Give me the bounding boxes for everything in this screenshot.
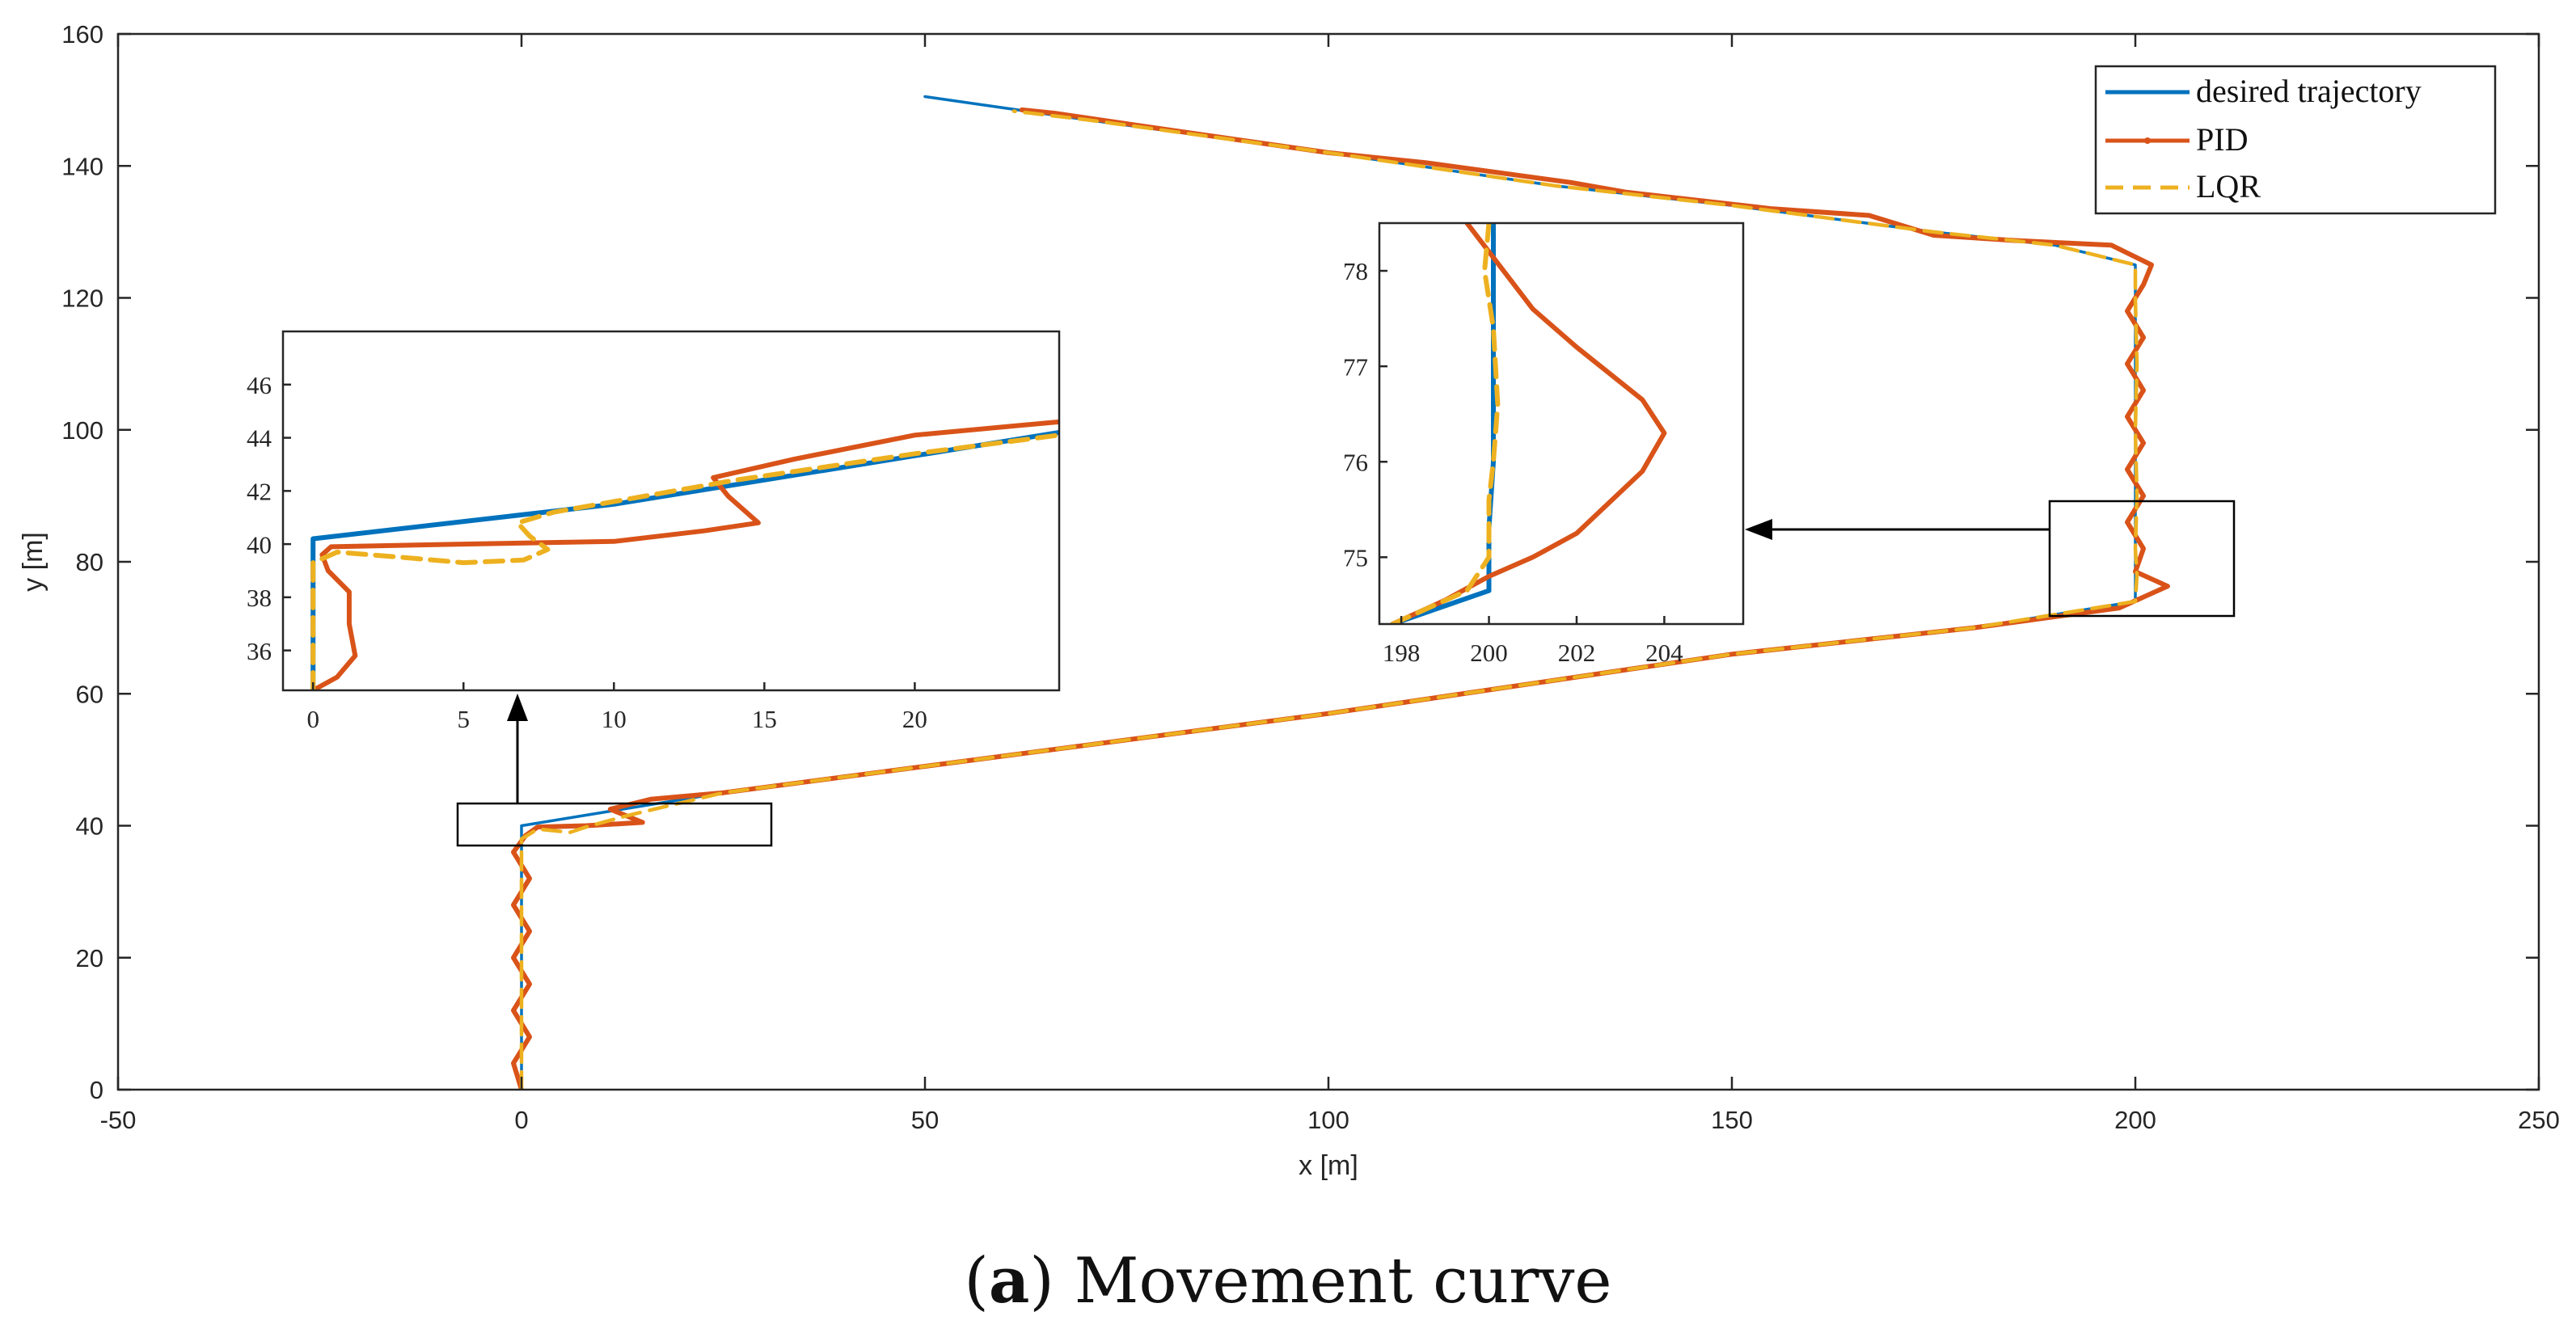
y-axis-label: y [m]	[18, 532, 49, 592]
inset-left-ytick-label: 36	[247, 637, 272, 665]
inset-left-series-desired	[310, 430, 1059, 690]
main-ytick-label: 120	[61, 285, 103, 313]
caption-title: Movement curve	[1074, 1245, 1612, 1318]
inset-left-series-pid	[310, 419, 1059, 690]
inset-right-series-pid	[1390, 223, 1667, 624]
main-xtick-label: 0	[514, 1106, 528, 1134]
inset-right-ytick-label: 78	[1343, 257, 1368, 285]
main-plot-lines	[511, 95, 2170, 1090]
inset-right-ytick-label: 77	[1343, 352, 1368, 381]
main-ytick-label: 80	[76, 548, 103, 576]
inset-left-series-lqr	[310, 432, 1059, 690]
inset-right-xtick-label: 200	[1470, 639, 1508, 667]
inset-right-ytick-label: 76	[1343, 448, 1368, 476]
inset-left-xtick-label: 10	[602, 705, 627, 733]
inset-right-xtick-label: 202	[1558, 639, 1596, 667]
inset-left-ytick-label: 44	[247, 424, 272, 453]
inset-left-ytick-label: 46	[247, 371, 272, 399]
inset-right-box	[1378, 221, 1745, 626]
inset-right-series-lqr	[1390, 223, 1501, 624]
legend-item-desired: desired trajectory	[2105, 73, 2422, 109]
inset-left-xtick-label: 0	[306, 705, 319, 733]
main-axes: -50 0 50 100 150 200 250020406080100120140160 …	[18, 20, 2560, 1181]
main-series-lqr	[519, 109, 2139, 1090]
legend: desired trajectory PID LQR	[2094, 65, 2497, 215]
inset-left-box	[281, 330, 1061, 692]
main-xtick-label: 50	[911, 1106, 939, 1134]
inset-left-xtick-label: 20	[902, 705, 927, 733]
inset-right-xtick-label: 204	[1645, 639, 1683, 667]
inset-left-ticks: 0 5 10 15 20 36 38 40 42 44 46	[247, 371, 927, 733]
zoom-region-right	[2048, 500, 2236, 618]
x-axis-label: x [m]	[1299, 1150, 1358, 1181]
caption-open-paren: (	[964, 1245, 989, 1318]
inset-right-xtick-label: 198	[1383, 639, 1421, 667]
main-ytick-label: 140	[61, 152, 103, 180]
inset-left-ytick-label: 40	[247, 530, 272, 559]
main-ytick-label: 60	[76, 680, 103, 708]
zoom-region-left	[456, 802, 773, 847]
main-xtick-label: -50	[100, 1106, 137, 1134]
legend-label-desired: desired trajectory	[2196, 73, 2422, 109]
main-ytick-label: 100	[61, 416, 103, 445]
main-series-pid	[511, 107, 2170, 1090]
inset-left-xtick-label: 5	[458, 705, 471, 733]
legend-item-lqr: LQR	[2105, 168, 2261, 205]
legend-marker-pid	[2144, 137, 2151, 144]
main-ytick-label: 0	[90, 1076, 103, 1104]
caption-label: a	[988, 1244, 1030, 1318]
inset-left-ytick-label: 42	[247, 477, 272, 505]
main-xtick-label: 200	[2114, 1106, 2156, 1134]
legend-item-pid: PID	[2105, 121, 2248, 158]
inset-left-plot-lines	[310, 419, 1059, 690]
caption-close-paren: )	[1029, 1245, 1054, 1318]
main-ytick-label: 40	[76, 812, 103, 841]
inset-right-axes: 198 200 202 204 75 76 77 78	[1343, 221, 1745, 667]
inset-left-ytick-label: 38	[247, 584, 272, 612]
arrow-left	[507, 694, 528, 803]
main-xtick-label: 150	[1711, 1106, 1753, 1134]
inset-right-plot-lines	[1390, 223, 1667, 624]
arrow-right	[1745, 519, 2050, 540]
inset-left-xtick-label: 15	[752, 705, 777, 733]
legend-label-lqr: LQR	[2196, 168, 2261, 205]
main-xtick-label: 100	[1307, 1106, 1349, 1134]
main-ytick-label: 160	[61, 20, 103, 49]
legend-label-pid: PID	[2196, 121, 2248, 158]
inset-left-axes: 0 5 10 15 20 36 38 40 42 44 46	[247, 330, 1061, 733]
main-ytick-label: 20	[76, 944, 103, 972]
main-xtick-label: 250	[2518, 1106, 2560, 1134]
figure-caption: (a) Movement curve	[0, 1237, 2576, 1326]
inset-right-ticks: 198 200 202 204 75 76 77 78	[1343, 257, 1683, 667]
inset-right-ytick-label: 75	[1343, 543, 1368, 571]
